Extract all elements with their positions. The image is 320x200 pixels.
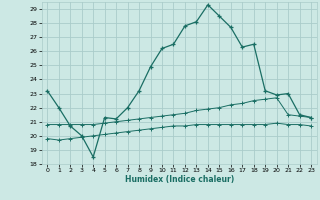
X-axis label: Humidex (Indice chaleur): Humidex (Indice chaleur): [124, 175, 234, 184]
